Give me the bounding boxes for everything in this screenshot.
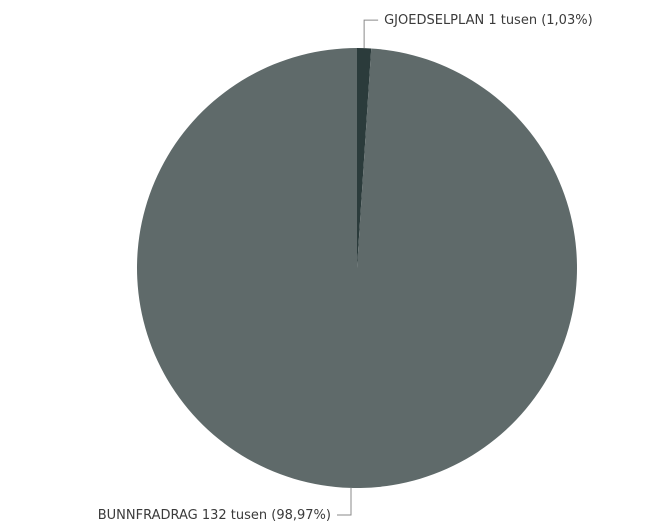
leader-line-bunnfradrag <box>337 488 352 516</box>
slice-label-gjoedselplan: GJOEDSELPLAN 1 tusen (1,03%) <box>384 13 593 28</box>
pie-labels: GJOEDSELPLAN 1 tusen (1,03%) BUNNFRADRAG … <box>98 13 593 523</box>
pie-slices <box>137 48 577 488</box>
slice-label-bunnfradrag: BUNNFRADRAG 132 tusen (98,97%) <box>98 508 331 523</box>
pie-leaders <box>337 19 379 516</box>
leader-line-gjoedselplan <box>363 19 379 49</box>
pie-slice-gjoedselplan <box>357 48 372 268</box>
pie-slice-bunnfradrag <box>137 48 577 488</box>
